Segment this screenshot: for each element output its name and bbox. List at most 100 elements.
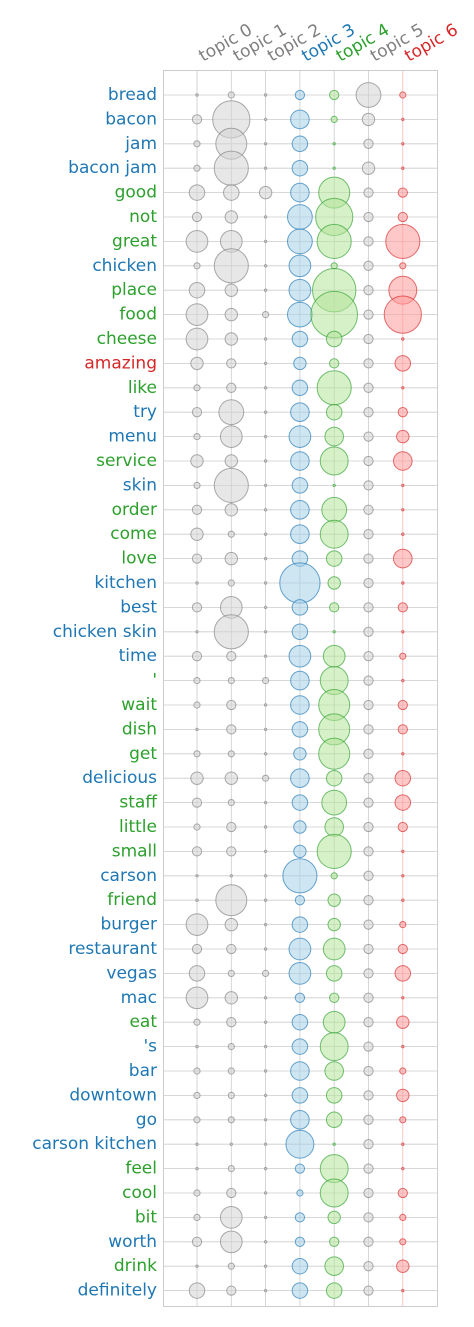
bubble-carson-topic-6 xyxy=(401,874,405,878)
bubble-try-topic-1 xyxy=(218,399,245,426)
bubble-drink-topic-6 xyxy=(396,1259,410,1273)
bubble-restaurant-topic-3 xyxy=(288,937,312,961)
bubble-time-topic-5 xyxy=(363,651,374,662)
bubble-little-topic-6 xyxy=(397,821,408,833)
bubble-chicken-topic-3 xyxy=(288,254,312,278)
bubble-chicken-topic-0 xyxy=(193,262,201,270)
bubble-worth-topic-0 xyxy=(191,1236,203,1247)
bubble-worth-topic-2 xyxy=(263,1240,268,1244)
bubble-chicken-topic-5 xyxy=(363,260,374,271)
bubble-carson-topic-4 xyxy=(330,872,338,880)
bubble-wait-topic-5 xyxy=(363,699,374,711)
bubble-kitchen-topic-6 xyxy=(401,581,405,585)
bubble-mac-topic-3 xyxy=(294,992,306,1003)
bubble-kitchen-topic-4 xyxy=(327,576,341,590)
bubble-love-topic-0 xyxy=(191,553,203,564)
bubble-carson-topic-5 xyxy=(363,870,374,881)
bubble-food-topic-6 xyxy=(383,295,422,334)
bubble-bar-topic-1 xyxy=(227,1067,235,1075)
bubble-downtown-topic-5 xyxy=(363,1090,374,1101)
bubble-carson-kitchen-topic-5 xyxy=(363,1139,374,1150)
bubble-staff-topic-2 xyxy=(263,800,268,805)
bubble-not-topic-6 xyxy=(397,211,408,223)
bubble-burger-topic-0 xyxy=(185,913,209,936)
bubble-order-topic-4 xyxy=(321,496,348,523)
bubble-definitely-topic-4 xyxy=(325,1282,343,1299)
term-label: cheese xyxy=(97,329,157,349)
bubble-skin-topic-2 xyxy=(263,483,268,488)
bubble-restaurant-topic-1 xyxy=(226,943,237,955)
bubble-get-topic-6 xyxy=(401,752,405,756)
bubble-vegas-topic-0 xyxy=(188,965,206,982)
bubble-kitchen-topic-0 xyxy=(195,581,199,585)
term-label: service xyxy=(96,451,157,471)
bubble-mac-topic-5 xyxy=(363,992,374,1003)
bubble-amazing-topic-5 xyxy=(363,358,374,369)
term-label: come xyxy=(110,524,157,544)
bubble-bit-topic-2 xyxy=(263,1215,268,1220)
bubble-downtown-topic-1 xyxy=(227,1091,235,1100)
bubble-great-topic-5 xyxy=(363,236,374,247)
bubble-carson-kitchen-topic-6 xyxy=(401,1142,405,1146)
bubble-menu-topic-1 xyxy=(219,425,243,448)
bubble-delicious-topic-6 xyxy=(394,769,412,787)
bubble-feel-topic-6 xyxy=(401,1166,405,1171)
bubble-amazing-topic-0 xyxy=(190,356,204,371)
bubble---topic-3 xyxy=(290,670,310,691)
bubble-worth-topic-1 xyxy=(219,1230,243,1254)
bubble-service-topic-3 xyxy=(290,451,310,471)
bubble-like-topic-2 xyxy=(263,386,268,390)
bubble-try-topic-0 xyxy=(191,407,203,418)
bubble-menu-topic-0 xyxy=(193,433,201,441)
bubble-skin-topic-3 xyxy=(291,477,309,494)
bubble-get-topic-5 xyxy=(363,748,374,759)
bubble-dish-topic-6 xyxy=(397,724,408,735)
bubble-friend-topic-3 xyxy=(294,895,306,906)
bubble-cheese-topic-5 xyxy=(363,333,374,345)
bubble-delicious-topic-4 xyxy=(325,769,343,787)
bubble-little-topic-0 xyxy=(193,823,201,831)
term-label: time xyxy=(119,646,157,666)
bubble-cool-topic-6 xyxy=(397,1187,408,1199)
bubble-eat-topic-4 xyxy=(322,1010,346,1034)
term-label: go xyxy=(136,1110,157,1130)
bubble-cool-topic-0 xyxy=(193,1189,201,1197)
bubble-burger-topic-6 xyxy=(399,921,407,929)
bubble-friend-topic-1 xyxy=(215,884,248,917)
bubble-worth-topic-4 xyxy=(329,1236,340,1247)
bubble-menu-topic-5 xyxy=(363,431,374,442)
bubble-wait-topic-2 xyxy=(263,703,268,707)
bubble-amazing-topic-6 xyxy=(394,355,412,372)
bubble-small-topic-4 xyxy=(316,833,352,869)
bubble--s-topic-4 xyxy=(319,1032,349,1062)
bubble-little-topic-4 xyxy=(324,817,345,837)
bubble-chicken-skin-topic-6 xyxy=(401,630,405,634)
bubble-best-topic-4 xyxy=(329,602,340,613)
bubble-bar-topic-6 xyxy=(399,1067,407,1075)
bubble-bit-topic-0 xyxy=(193,1213,201,1222)
bubble-drink-topic-0 xyxy=(195,1264,199,1268)
bubble-burger-topic-3 xyxy=(291,916,309,933)
bubble-amazing-topic-1 xyxy=(226,358,237,369)
bubble-menu-topic-4 xyxy=(324,426,345,447)
term-label: bacon jam xyxy=(68,158,157,178)
bubble-bit-topic-3 xyxy=(294,1212,306,1223)
bubble-friend-topic-2 xyxy=(263,898,268,902)
bubble-food-topic-5 xyxy=(363,309,374,320)
bubble-food-topic-2 xyxy=(262,311,270,319)
bubble-chicken-topic-6 xyxy=(399,262,407,270)
bubble-bar-topic-2 xyxy=(263,1069,268,1073)
bubble-bar-topic-5 xyxy=(363,1065,374,1077)
term-label: jam xyxy=(124,134,157,154)
bubble-amazing-topic-4 xyxy=(329,358,340,369)
bubble-staff-topic-5 xyxy=(363,797,374,808)
bubble-restaurant-topic-5 xyxy=(363,943,374,955)
bubble-vegas-topic-4 xyxy=(325,965,343,982)
bubble-like-topic-0 xyxy=(193,384,201,392)
bubble-dish-topic-1 xyxy=(226,724,237,735)
bubble-cool-topic-2 xyxy=(263,1191,268,1195)
bubble-bacon-topic-5 xyxy=(361,112,376,127)
bubble-cool-topic-3 xyxy=(296,1189,304,1197)
bubble-best-topic-2 xyxy=(263,605,268,610)
bubble---topic-0 xyxy=(193,677,201,685)
